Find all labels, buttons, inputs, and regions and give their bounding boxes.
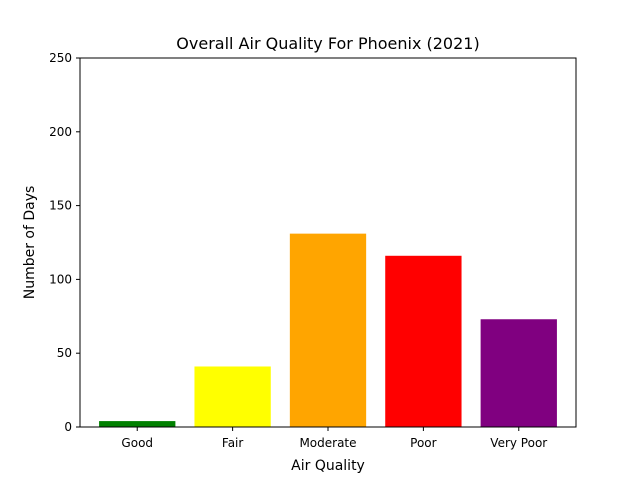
bar-very-poor	[480, 319, 557, 427]
bar-fair	[194, 366, 271, 427]
x-axis-label: Air Quality	[291, 458, 365, 474]
bar-moderate	[289, 233, 367, 427]
x-tick-label-very-poor: Very Poor	[490, 436, 547, 450]
y-axis-label: Number of Days	[22, 186, 38, 300]
x-axis-ticks: Good Fair Moderate Poor Very Poor	[121, 427, 547, 450]
y-tick-label: 200	[49, 125, 72, 139]
y-axis-ticks: 0 50 100 150 200 250	[49, 51, 80, 434]
x-tick-label-good: Good	[121, 436, 153, 450]
x-tick-label-fair: Fair	[222, 436, 243, 450]
y-tick-label: 100	[49, 272, 72, 286]
y-tick-label: 150	[49, 199, 72, 213]
bar-poor	[385, 255, 462, 427]
chart-title: Overall Air Quality For Phoenix (2021)	[176, 34, 479, 53]
y-tick-label: 50	[57, 346, 72, 360]
y-tick-label: 250	[49, 51, 72, 65]
bars	[99, 233, 557, 427]
plot-frame	[79, 57, 577, 428]
bar-good	[99, 421, 176, 427]
y-tick-label: 0	[64, 420, 72, 434]
x-tick-label-moderate: Moderate	[299, 436, 356, 450]
x-tick-label-poor: Poor	[410, 436, 436, 450]
